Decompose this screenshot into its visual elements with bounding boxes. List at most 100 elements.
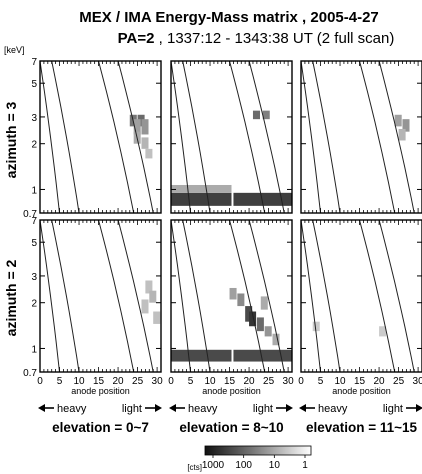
- x-tick-label: 0: [168, 376, 174, 387]
- count-cell: [137, 114, 145, 127]
- colorbar-unit: [cts]: [187, 463, 202, 472]
- heavy-label: heavy: [188, 403, 218, 415]
- x-axis-label: anode position: [71, 386, 130, 396]
- count-cell: [379, 326, 387, 337]
- y-tick-label: 1: [31, 185, 37, 196]
- x-tick-label: 5: [318, 376, 324, 387]
- row-label-azimuth-3: azimuth = 3: [3, 101, 19, 178]
- mass-line: [39, 60, 60, 214]
- count-cell: [245, 306, 253, 322]
- count-cell: [171, 184, 232, 193]
- panel: 7 5 3 2 1 0.70 5 10 15 20 25 30 anode position: [23, 216, 163, 396]
- x-axis-label: anode position: [332, 386, 391, 396]
- y-tick-label: 0.7: [23, 209, 37, 220]
- colorbar-tick-label: 100: [235, 460, 252, 471]
- x-tick-label: 10: [73, 376, 85, 387]
- y-tick-label: 2: [31, 299, 37, 310]
- mass-line: [98, 219, 135, 373]
- count-cell: [402, 119, 410, 132]
- x-tick-label: 25: [132, 376, 144, 387]
- mass-line: [300, 219, 321, 373]
- x-tick-label: 10: [334, 376, 346, 387]
- mass-line: [182, 219, 211, 373]
- x-tick-label: 30: [283, 376, 295, 387]
- panel: 7 5 3 2 1 0.7: [23, 57, 162, 220]
- count-cell: [272, 333, 280, 346]
- heavy-label: heavy: [57, 403, 87, 415]
- mass-line: [248, 60, 285, 214]
- x-tick-label: 15: [354, 376, 366, 387]
- mass-line: [312, 219, 341, 373]
- y-tick-label: 2: [31, 140, 37, 151]
- x-tick-label: 30: [413, 376, 422, 387]
- y-tick-label: 3: [31, 113, 37, 124]
- y-tick-label: 3: [31, 272, 37, 283]
- mass-line: [378, 60, 415, 214]
- mass-line: [51, 60, 80, 214]
- x-axis-label: anode position: [202, 386, 261, 396]
- count-cell: [398, 128, 406, 141]
- x-tick-label: 10: [204, 376, 216, 387]
- row-label-azimuth-2: azimuth = 2: [3, 259, 19, 336]
- count-cell: [252, 110, 260, 120]
- count-cell: [229, 287, 237, 300]
- elevation-label: elevation = 11~15: [306, 420, 418, 435]
- count-cell: [153, 311, 161, 324]
- x-tick-label: 20: [244, 376, 256, 387]
- panel-frame: [300, 219, 422, 373]
- panel-frame: [39, 60, 162, 214]
- mass-line: [359, 60, 396, 214]
- mass-line: [378, 219, 415, 373]
- mass-line: [300, 60, 321, 214]
- elevation-label: elevation = 0~7: [52, 420, 149, 435]
- panel: 0 5 10 15 20 25 30 anode position: [168, 219, 295, 396]
- y-tick-label: 5: [31, 238, 37, 249]
- x-tick-label: 25: [263, 376, 275, 387]
- colorbar-scale: [204, 445, 312, 456]
- panel-frame: [39, 219, 162, 373]
- mass-line: [117, 219, 154, 373]
- mass-line: [117, 60, 154, 214]
- bottom-annotations: heavy light elevation = 0~7 heavy light eleva…: [38, 403, 422, 435]
- heavy-label: heavy: [318, 403, 348, 415]
- count-cell: [249, 311, 257, 327]
- count-cell: [141, 137, 149, 149]
- count-cell: [260, 296, 268, 310]
- mass-line: [359, 219, 396, 373]
- mass-line: [312, 60, 341, 214]
- y-tick-label: 1: [31, 344, 37, 355]
- chart-subtitle: PA=2 , 1337:12 - 1343:38 UT (2 full scan…: [118, 30, 395, 47]
- panel: [170, 60, 293, 214]
- colorbar-tick-label: 10: [269, 460, 281, 471]
- y-unit-label: [keV]: [4, 45, 25, 55]
- panel-frame: [300, 60, 422, 214]
- x-tick-label: 15: [93, 376, 105, 387]
- count-cell: [312, 321, 320, 332]
- heavy-arrowhead: [299, 404, 306, 412]
- count-cell: [141, 119, 149, 135]
- x-tick-label: 25: [393, 376, 405, 387]
- heavy-arrowhead: [169, 404, 176, 412]
- count-cell: [262, 110, 270, 120]
- count-cell: [264, 326, 272, 337]
- chart-title: MEX / IMA Energy-Mass matrix , 2005-4-27: [79, 9, 379, 26]
- panel-frame: [170, 60, 293, 214]
- light-label: light: [383, 403, 403, 415]
- x-tick-label: 5: [57, 376, 63, 387]
- light-label: light: [122, 403, 142, 415]
- subtitle-pitch-angle: PA=2: [118, 30, 155, 47]
- mass-line: [170, 60, 191, 214]
- x-tick-label: 20: [113, 376, 125, 387]
- x-tick-label: 5: [188, 376, 194, 387]
- count-cell: [149, 290, 157, 303]
- count-cell: [171, 349, 232, 362]
- y-tick-label: 7: [31, 57, 37, 68]
- count-cell: [145, 148, 153, 159]
- y-tick-label: 5: [31, 79, 37, 90]
- mass-line: [39, 219, 60, 373]
- count-cell: [133, 119, 141, 135]
- count-cell: [237, 293, 245, 307]
- count-cell: [233, 192, 292, 206]
- mass-line: [182, 60, 211, 214]
